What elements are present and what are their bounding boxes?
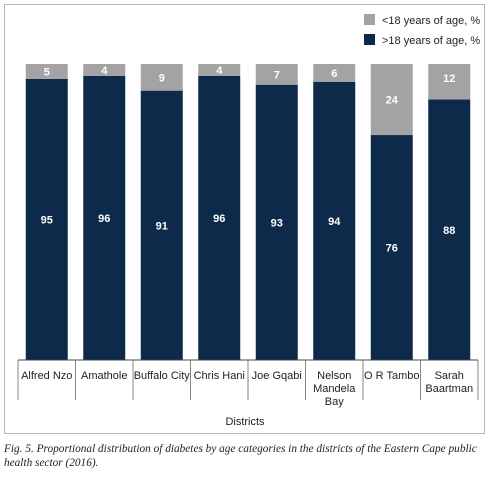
data-label: 93 xyxy=(271,217,283,229)
legend-swatch xyxy=(364,34,375,45)
category-label: Chris Hani xyxy=(194,370,245,382)
data-label: 24 xyxy=(386,95,399,107)
bars: 95 5 96 4 91 9 96 4 93 7 94 6 76 24 88 12 xyxy=(26,64,471,360)
data-label: 91 xyxy=(156,220,168,232)
data-label: 6 xyxy=(331,68,337,80)
category-label: Sarah Baartman xyxy=(425,370,473,395)
x-axis: Alfred Nzo Amathole Buffalo City Chris Hani… xyxy=(18,360,478,408)
category-label: O R Tambo xyxy=(364,370,419,382)
stacked-bar-chart: <18 years of age, % >18 years of age, % 9… xyxy=(0,0,491,440)
data-label: 9 xyxy=(159,72,165,84)
x-axis-title: Districts xyxy=(225,416,265,428)
category-label: Amathole xyxy=(81,370,127,382)
category-label: Buffalo City xyxy=(134,370,191,382)
legend: <18 years of age, % >18 years of age, % xyxy=(364,14,480,47)
data-label: 12 xyxy=(443,73,455,85)
data-label: 4 xyxy=(216,65,223,77)
data-label: 5 xyxy=(44,66,50,78)
legend-label: >18 years of age, % xyxy=(382,35,480,47)
data-label: 76 xyxy=(386,243,398,255)
data-label: 7 xyxy=(274,69,280,81)
data-label: 4 xyxy=(101,65,108,77)
data-label: 96 xyxy=(98,213,110,225)
figure-caption: Fig. 5. Proportional distribution of dia… xyxy=(4,442,488,470)
category-label: Nelson Mandela Bay xyxy=(313,370,356,408)
legend-label: <18 years of age, % xyxy=(382,15,480,27)
category-label: Alfred Nzo xyxy=(21,370,72,382)
data-label: 95 xyxy=(41,214,53,226)
data-label: 96 xyxy=(213,213,225,225)
category-label: Joe Gqabi xyxy=(252,370,302,382)
data-label: 88 xyxy=(443,225,455,237)
data-label: 94 xyxy=(328,216,341,228)
legend-swatch xyxy=(364,14,375,25)
